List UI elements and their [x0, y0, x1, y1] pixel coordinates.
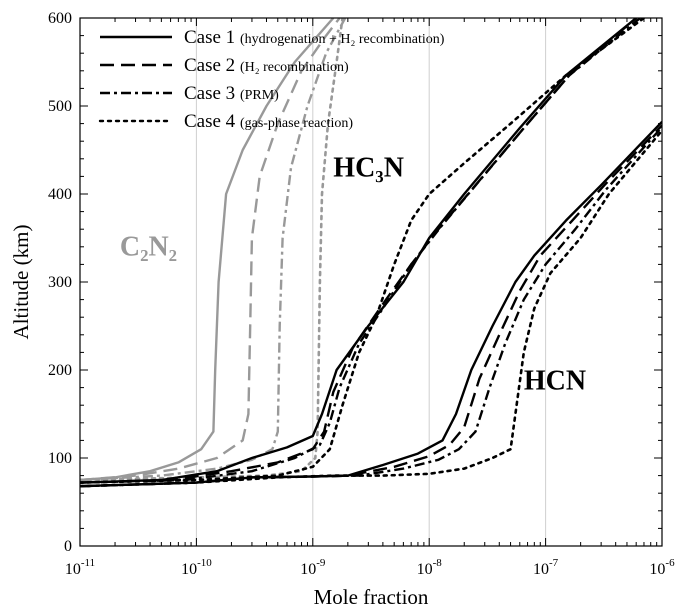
series-c2n2-case3: [80, 18, 347, 482]
legend-entry: Case 4 (gas-phase reaction): [184, 111, 353, 132]
legend-entry: Case 3 (PRM): [184, 83, 279, 104]
y-tick-label: 500: [48, 98, 72, 115]
legend-entry: Case 1 (hydrogenation + H₂ recombination…: [184, 27, 445, 48]
x-tick-label: 10-6: [649, 557, 675, 578]
series-hcn-case4: [80, 129, 662, 488]
y-tick-label: 400: [48, 186, 72, 203]
x-tick-label: 10-10: [181, 557, 212, 578]
x-tick-label: 10-7: [533, 557, 559, 578]
series-c2n2-case1: [80, 18, 335, 482]
species-label-hcn: HCN: [524, 365, 586, 396]
plot-series: [80, 18, 662, 488]
x-tick-label: 10-9: [300, 557, 326, 578]
series-hc3n-case2: [80, 18, 637, 484]
legend: Case 1 (hydrogenation + H₂ recombination…: [98, 27, 445, 132]
legend-entry: Case 2 (H₂ recombination): [184, 55, 349, 76]
y-tick-label: 300: [48, 274, 72, 291]
series-hc3n-case1: [80, 18, 637, 484]
species-label-hc3n: HC₃N: [333, 152, 404, 183]
series-c2n2-case2: [80, 18, 341, 482]
species-labels: C₂N₂ HC₃N HCN: [120, 152, 586, 396]
x-axis-label: Mole fraction: [314, 585, 429, 609]
y-tick-label: 0: [64, 538, 72, 555]
axis-ticks: [79, 17, 663, 547]
species-label-c2n2: C₂N₂: [120, 232, 177, 263]
y-tick-labels: 0 100 200 300 400 500 600: [48, 10, 72, 555]
series-c2n2-case4: [80, 18, 344, 482]
series-hc3n-case4: [80, 18, 646, 484]
y-tick-label: 600: [48, 10, 72, 27]
x-tick-label: 10-8: [417, 557, 443, 578]
x-tick-labels: 10-11 10-10 10-9 10-8 10-7 10-6: [65, 557, 675, 578]
y-tick-label: 200: [48, 362, 72, 379]
y-tick-label: 100: [48, 450, 72, 467]
plot-frame: [79, 17, 663, 547]
y-axis-label: Altitude (km): [9, 225, 33, 340]
x-tick-label: 10-11: [65, 557, 95, 578]
series-hcn-case3: [80, 126, 662, 488]
